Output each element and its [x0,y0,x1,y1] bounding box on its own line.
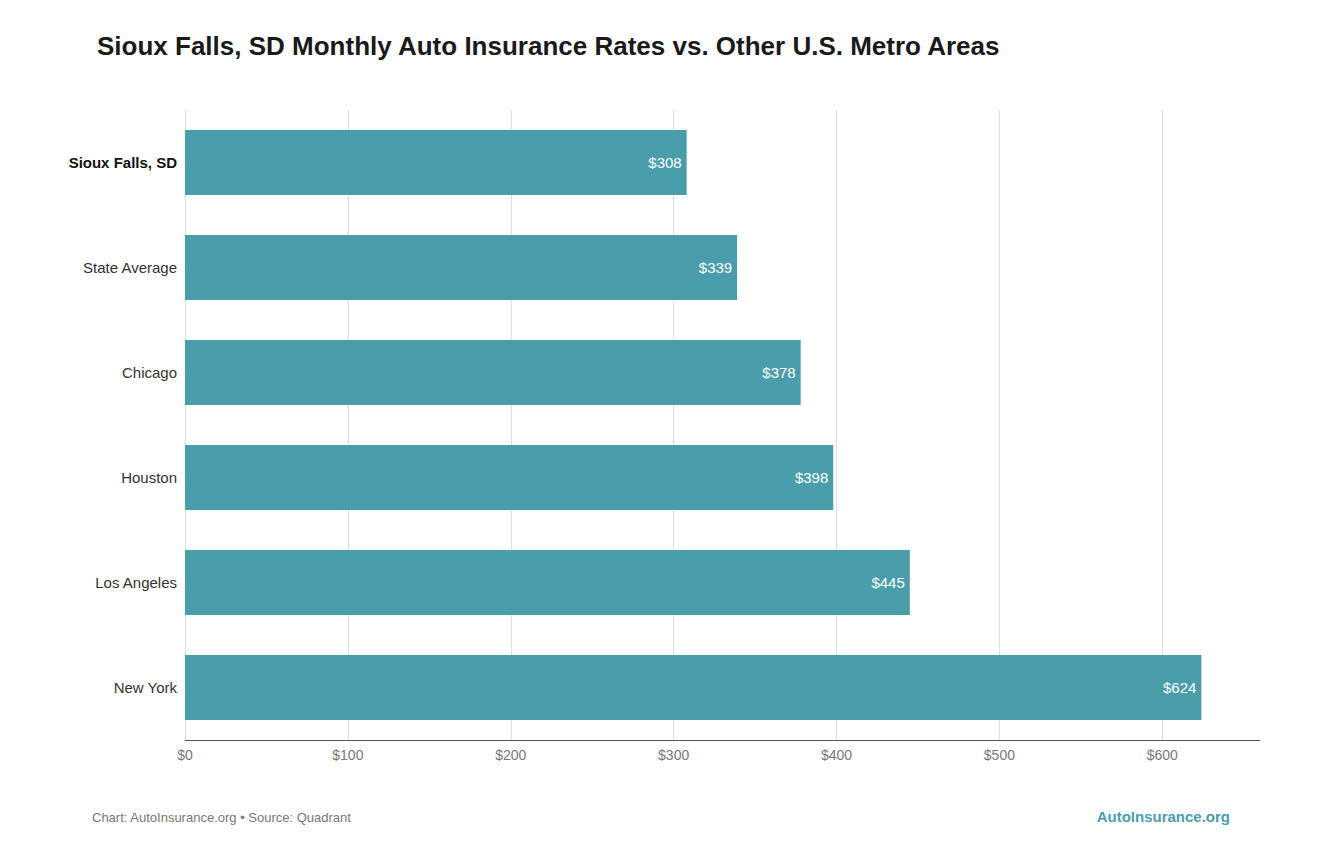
svg-text:$300: $300 [658,747,689,763]
svg-text:Sioux Falls, SD Monthly Auto I: Sioux Falls, SD Monthly Auto Insurance R… [97,31,1000,61]
svg-text:$339: $339 [699,259,732,276]
svg-text:New York: New York [114,679,178,696]
svg-text:$378: $378 [762,364,795,381]
svg-text:Los Angeles: Los Angeles [95,574,177,591]
svg-text:$624: $624 [1163,679,1196,696]
svg-text:Chart: AutoInsurance.org • Sou: Chart: AutoInsurance.org • Source: Quadr… [92,810,351,825]
svg-text:$100: $100 [332,747,363,763]
svg-text:$400: $400 [821,747,852,763]
svg-text:$0: $0 [177,747,193,763]
svg-text:Chicago: Chicago [122,364,177,381]
svg-text:$308: $308 [648,154,681,171]
svg-text:$200: $200 [495,747,526,763]
svg-text:$600: $600 [1147,747,1178,763]
svg-text:$445: $445 [871,574,904,591]
svg-text:$500: $500 [984,747,1015,763]
svg-text:AutoInsurance.org: AutoInsurance.org [1097,808,1230,825]
svg-text:Houston: Houston [121,469,177,486]
svg-text:$398: $398 [795,469,828,486]
svg-text:Sioux Falls, SD: Sioux Falls, SD [69,154,178,171]
svg-text:State Average: State Average [83,259,177,276]
